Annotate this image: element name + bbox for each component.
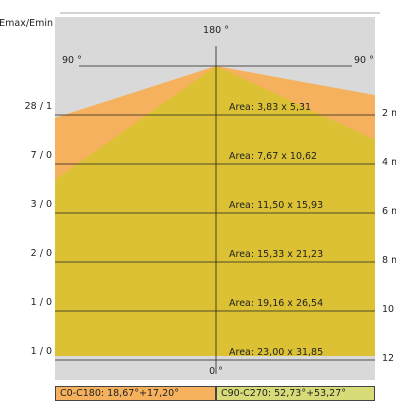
height-label: 10 m — [382, 304, 396, 315]
ratio-label: 2 / 0 — [31, 248, 52, 259]
area-label: Area: 11,50 x 15,93 — [229, 200, 323, 211]
area-label: Area: 23,00 x 31,85 — [229, 347, 323, 358]
angle-90-left-label: 90 ° — [62, 55, 82, 66]
ratio-label: 7 / 0 — [31, 150, 52, 161]
area-label: Area: 3,83 x 5,31 — [229, 102, 311, 113]
ratio-label: 1 / 0 — [31, 346, 52, 357]
overlap-area — [55, 66, 375, 356]
height-label: 8 m — [382, 255, 396, 266]
height-label: 6 m — [382, 206, 396, 217]
legend-c0-c180: C0-C180: 18,67°+17,20° — [55, 386, 216, 401]
ratio-label: 3 / 0 — [31, 199, 52, 210]
ratio-label: 28 / 1 — [25, 101, 52, 112]
emax-emin-header: Emax/Emin — [0, 18, 53, 29]
area-label: Area: 7,67 x 10,62 — [229, 151, 317, 162]
height-label: 4 m — [382, 157, 396, 168]
angle-180-label: 180 ° — [203, 25, 229, 36]
height-grid-lines — [55, 114, 375, 361]
angle-90-right-label: 90 ° — [354, 55, 374, 66]
area-label: Area: 19,16 x 26,54 — [229, 298, 323, 309]
angle-0-label: 0 ° — [209, 366, 223, 377]
legend-c90-c270: C90-C270: 52,73°+53,27° — [216, 386, 375, 401]
height-label: 2 m — [382, 108, 396, 119]
area-label: Area: 15,33 x 21,23 — [229, 249, 323, 260]
ratio-label: 1 / 0 — [31, 297, 52, 308]
row-labels: 28 / 1 Area: 3,83 x 5,31 2 m 7 / 0 Area: 7,6… — [25, 101, 396, 364]
height-label: 12 m — [382, 353, 396, 364]
